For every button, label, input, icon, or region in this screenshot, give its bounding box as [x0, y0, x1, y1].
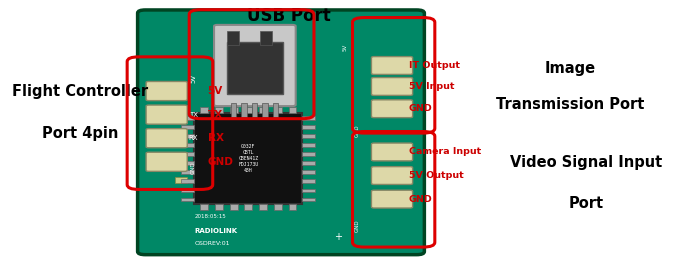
Text: RADIOLINK: RADIOLINK — [194, 228, 238, 233]
Bar — [302, 161, 315, 165]
Bar — [181, 179, 194, 183]
FancyBboxPatch shape — [371, 143, 413, 161]
Text: Transmission Port: Transmission Port — [496, 97, 644, 112]
Bar — [302, 198, 315, 201]
Text: GND: GND — [208, 157, 234, 167]
Bar — [181, 152, 194, 156]
FancyBboxPatch shape — [371, 167, 413, 184]
Bar — [194, 113, 302, 204]
Text: GND: GND — [355, 219, 361, 232]
Bar — [200, 107, 208, 113]
Text: Image: Image — [545, 61, 595, 76]
FancyBboxPatch shape — [371, 190, 413, 208]
Text: 5V: 5V — [190, 74, 196, 83]
Text: G032F
CBTL
CBEN41Z
FDJ173U
48H: G032F CBTL CBEN41Z FDJ173U 48H — [238, 144, 259, 173]
Text: TX: TX — [189, 112, 198, 118]
Bar — [181, 171, 194, 174]
Bar — [302, 152, 315, 156]
Bar — [242, 103, 246, 117]
Bar — [244, 204, 252, 210]
Bar — [302, 125, 315, 129]
FancyBboxPatch shape — [371, 78, 413, 95]
Bar — [200, 204, 208, 210]
Bar — [181, 189, 194, 192]
FancyBboxPatch shape — [146, 152, 187, 171]
Bar — [302, 116, 315, 120]
Bar — [227, 31, 239, 45]
FancyBboxPatch shape — [138, 10, 424, 255]
Bar — [227, 42, 282, 94]
Bar — [181, 161, 194, 165]
Bar — [252, 103, 257, 117]
Text: RX: RX — [208, 133, 223, 143]
Bar — [259, 107, 267, 113]
Text: Port 4pin: Port 4pin — [42, 126, 118, 141]
Text: IT Output: IT Output — [409, 61, 460, 70]
Text: Port: Port — [569, 195, 604, 211]
Bar — [215, 204, 223, 210]
Text: Video Signal Input: Video Signal Input — [510, 155, 663, 170]
Text: +: + — [334, 232, 342, 242]
Text: 2018:05:15: 2018:05:15 — [194, 214, 226, 219]
Bar — [181, 116, 194, 120]
Text: GND: GND — [409, 195, 433, 204]
Bar — [302, 143, 315, 147]
Text: TX: TX — [208, 110, 223, 120]
Bar — [175, 130, 187, 136]
Text: GND: GND — [355, 125, 361, 137]
Bar — [274, 204, 282, 210]
Bar — [302, 189, 315, 192]
Text: 5V Output: 5V Output — [409, 171, 464, 180]
Bar — [175, 106, 187, 113]
Text: GND: GND — [409, 104, 433, 113]
Bar — [262, 103, 268, 117]
FancyBboxPatch shape — [371, 57, 413, 74]
FancyBboxPatch shape — [146, 105, 187, 124]
Bar — [215, 107, 223, 113]
Bar — [259, 204, 267, 210]
FancyBboxPatch shape — [371, 100, 413, 118]
Bar — [175, 153, 187, 160]
Text: GND: GND — [191, 161, 196, 174]
Text: Flight Controller: Flight Controller — [12, 84, 148, 99]
Bar — [181, 198, 194, 201]
Text: 5V: 5V — [342, 43, 347, 51]
Text: USB Port: USB Port — [247, 7, 331, 25]
Bar — [302, 134, 315, 138]
Text: RX: RX — [188, 135, 198, 140]
Bar — [273, 103, 278, 117]
Bar — [181, 143, 194, 147]
Bar — [302, 179, 315, 183]
FancyBboxPatch shape — [214, 25, 295, 106]
Bar — [289, 107, 296, 113]
Bar — [181, 125, 194, 129]
Bar — [274, 107, 282, 113]
Bar — [289, 204, 296, 210]
Text: OSDREV:01: OSDREV:01 — [194, 241, 230, 246]
FancyBboxPatch shape — [146, 81, 187, 101]
Bar — [302, 171, 315, 174]
FancyBboxPatch shape — [146, 129, 187, 148]
Bar — [230, 107, 238, 113]
Text: 5V: 5V — [208, 86, 223, 96]
Bar — [231, 103, 236, 117]
Bar — [175, 177, 187, 183]
Text: Camera Input: Camera Input — [409, 148, 481, 156]
Bar — [230, 204, 238, 210]
Text: 5V Input: 5V Input — [409, 82, 454, 91]
Bar — [244, 107, 252, 113]
Bar — [260, 31, 272, 45]
Bar — [181, 134, 194, 138]
